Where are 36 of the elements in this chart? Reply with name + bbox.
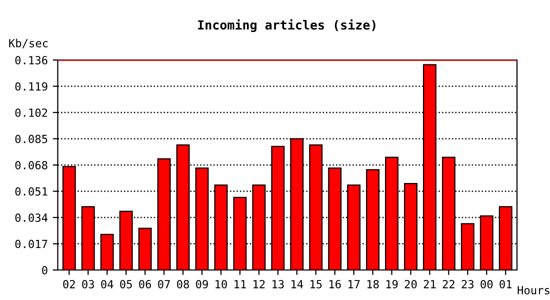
y-tick-label: 0.051 bbox=[15, 187, 48, 196]
y-tick-label: 0.034 bbox=[15, 214, 48, 222]
x-tick-label: 15 bbox=[310, 280, 322, 288]
x-tick-label: 01 bbox=[500, 280, 512, 288]
x-tick-label: 00 bbox=[480, 280, 493, 288]
x-tick-label: 20 bbox=[404, 280, 417, 288]
y-tick-label: 0.136 bbox=[15, 56, 48, 64]
y-tick-label: 0 bbox=[42, 266, 48, 274]
x-axis-title: Hours bbox=[518, 286, 550, 294]
y-tick-label: 0.102 bbox=[15, 108, 48, 117]
x-tick-label: 13 bbox=[272, 280, 284, 288]
y-tick-label: 0.085 bbox=[15, 134, 48, 144]
x-tick-label: 04 bbox=[101, 280, 114, 288]
x-tick-label: 07 bbox=[158, 280, 170, 288]
y-tick-label: 0.068 bbox=[15, 161, 48, 170]
x-tick-label: 11 bbox=[234, 280, 246, 288]
x-tick-label: 23 bbox=[462, 280, 474, 288]
x-tick-label: 06 bbox=[139, 280, 152, 288]
x-tick-label: 02 bbox=[63, 280, 75, 288]
x-tick-label: 19 bbox=[386, 280, 398, 288]
chart-title: Incoming articles (size) bbox=[198, 19, 376, 32]
x-tick-label: 03 bbox=[82, 280, 94, 288]
y-tick-label: 0.017 bbox=[15, 240, 48, 248]
y-tick-label: 0.119 bbox=[15, 82, 48, 91]
x-tick-label: 17 bbox=[348, 280, 360, 288]
x-tick-label: 18 bbox=[367, 280, 379, 288]
x-tick-label: 09 bbox=[196, 280, 208, 288]
y-axis-title: Kb/sec bbox=[9, 38, 48, 48]
x-tick-label: 05 bbox=[120, 280, 132, 288]
x-tick-label: 12 bbox=[254, 280, 265, 288]
x-tick-label: 14 bbox=[292, 280, 304, 288]
x-tick-label: 21 bbox=[424, 280, 436, 288]
x-tick-label: 22 bbox=[442, 280, 454, 288]
x-tick-label: 08 bbox=[177, 280, 189, 288]
x-tick-label: 16 bbox=[329, 280, 341, 288]
x-tick-label: 10 bbox=[216, 280, 227, 288]
